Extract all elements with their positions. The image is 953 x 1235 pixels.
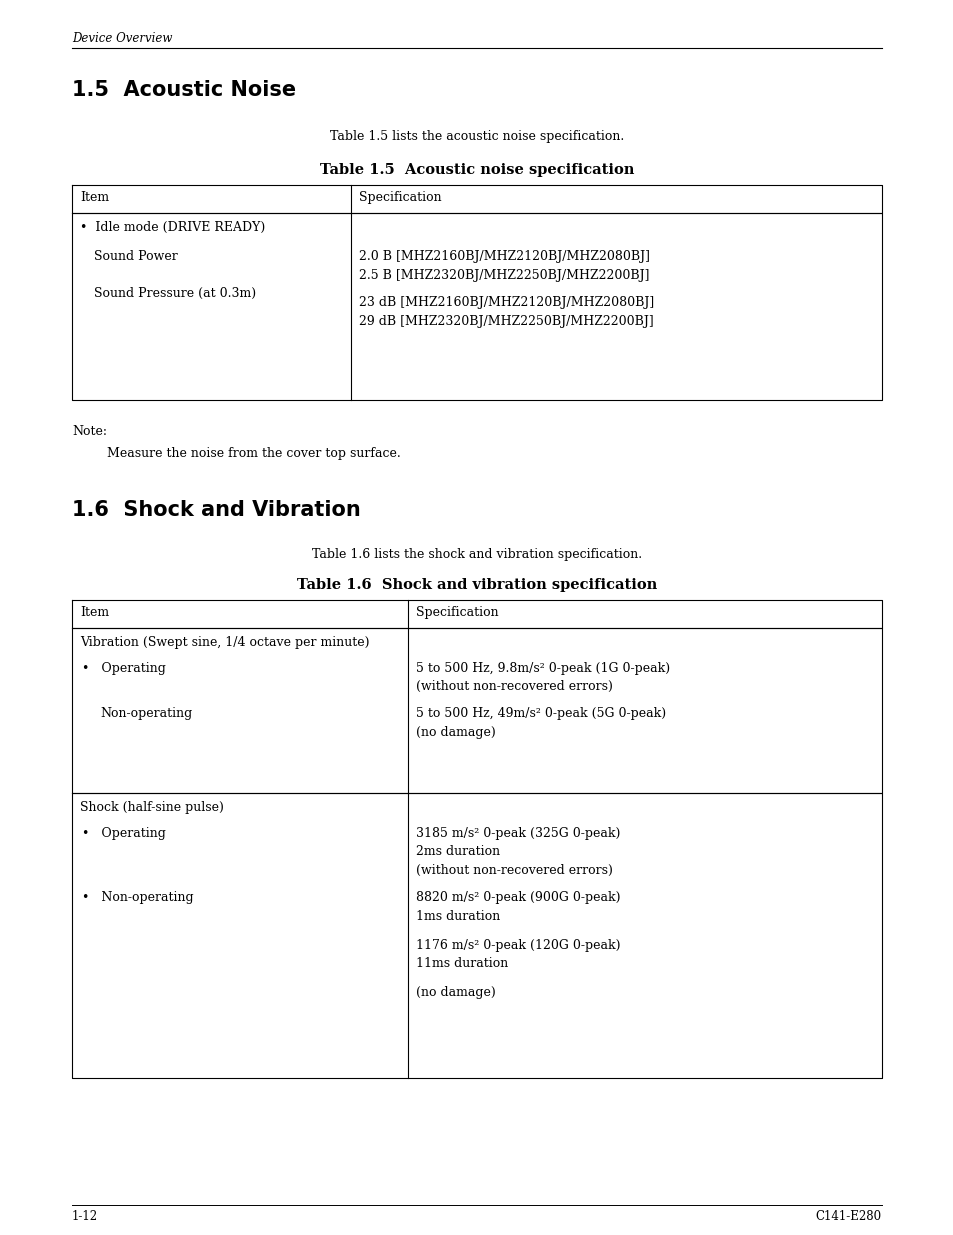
Text: Item: Item	[80, 606, 109, 619]
Text: Table 1.6 lists the shock and vibration specification.: Table 1.6 lists the shock and vibration …	[312, 548, 641, 561]
Text: Vibration (Swept sine, 1/4 octave per minute): Vibration (Swept sine, 1/4 octave per mi…	[80, 636, 369, 650]
Text: Sound Power: Sound Power	[94, 249, 177, 263]
Text: Table 1.5  Acoustic noise specification: Table 1.5 Acoustic noise specification	[319, 163, 634, 177]
Text: Item: Item	[80, 191, 109, 204]
Text: C141-E280: C141-E280	[815, 1210, 882, 1223]
Text: Specification: Specification	[359, 191, 441, 204]
Text: 5 to 500 Hz, 9.8m/s² 0-peak (1G 0-peak): 5 to 500 Hz, 9.8m/s² 0-peak (1G 0-peak)	[416, 662, 670, 674]
Text: 1ms duration: 1ms duration	[416, 910, 500, 923]
Text: Note:: Note:	[71, 425, 107, 438]
Text: Table 1.5 lists the acoustic noise specification.: Table 1.5 lists the acoustic noise speci…	[330, 130, 623, 143]
Text: 2.5 B [MHZ2320BJ/MHZ2250BJ/MHZ2200BJ]: 2.5 B [MHZ2320BJ/MHZ2250BJ/MHZ2200BJ]	[359, 268, 649, 282]
Text: •   Operating: • Operating	[82, 662, 166, 674]
Text: 23 dB [MHZ2160BJ/MHZ2120BJ/MHZ2080BJ]: 23 dB [MHZ2160BJ/MHZ2120BJ/MHZ2080BJ]	[359, 296, 654, 309]
Text: Specification: Specification	[416, 606, 498, 619]
Text: Non-operating: Non-operating	[100, 708, 193, 720]
Text: 2ms duration: 2ms duration	[416, 845, 499, 858]
Text: Shock (half-sine pulse): Shock (half-sine pulse)	[80, 802, 224, 814]
Text: 3185 m/s² 0-peak (325G 0-peak): 3185 m/s² 0-peak (325G 0-peak)	[416, 826, 619, 840]
Text: 1-12: 1-12	[71, 1210, 98, 1223]
Text: Measure the noise from the cover top surface.: Measure the noise from the cover top sur…	[107, 447, 400, 459]
Text: 5 to 500 Hz, 49m/s² 0-peak (5G 0-peak): 5 to 500 Hz, 49m/s² 0-peak (5G 0-peak)	[416, 708, 665, 720]
Text: 2.0 B [MHZ2160BJ/MHZ2120BJ/MHZ2080BJ]: 2.0 B [MHZ2160BJ/MHZ2120BJ/MHZ2080BJ]	[359, 249, 650, 263]
Text: (without non-recovered errors): (without non-recovered errors)	[416, 680, 613, 693]
Text: (no damage): (no damage)	[416, 987, 496, 999]
Text: 29 dB [MHZ2320BJ/MHZ2250BJ/MHZ2200BJ]: 29 dB [MHZ2320BJ/MHZ2250BJ/MHZ2200BJ]	[359, 315, 654, 327]
Text: •   Operating: • Operating	[82, 826, 166, 840]
Text: 8820 m/s² 0-peak (900G 0-peak): 8820 m/s² 0-peak (900G 0-peak)	[416, 892, 620, 904]
Text: (without non-recovered errors): (without non-recovered errors)	[416, 864, 613, 877]
Text: (no damage): (no damage)	[416, 726, 496, 739]
Text: 1.6  Shock and Vibration: 1.6 Shock and Vibration	[71, 500, 360, 520]
Text: 11ms duration: 11ms duration	[416, 957, 508, 971]
Text: 1176 m/s² 0-peak (120G 0-peak): 1176 m/s² 0-peak (120G 0-peak)	[416, 939, 620, 952]
Text: •  Idle mode (DRIVE READY): • Idle mode (DRIVE READY)	[80, 221, 265, 233]
Text: 1.5  Acoustic Noise: 1.5 Acoustic Noise	[71, 80, 295, 100]
Text: •   Non-operating: • Non-operating	[82, 892, 193, 904]
Text: Device Overview: Device Overview	[71, 32, 172, 44]
Text: Sound Pressure (at 0.3m): Sound Pressure (at 0.3m)	[94, 288, 255, 300]
Text: Table 1.6  Shock and vibration specification: Table 1.6 Shock and vibration specificat…	[296, 578, 657, 592]
